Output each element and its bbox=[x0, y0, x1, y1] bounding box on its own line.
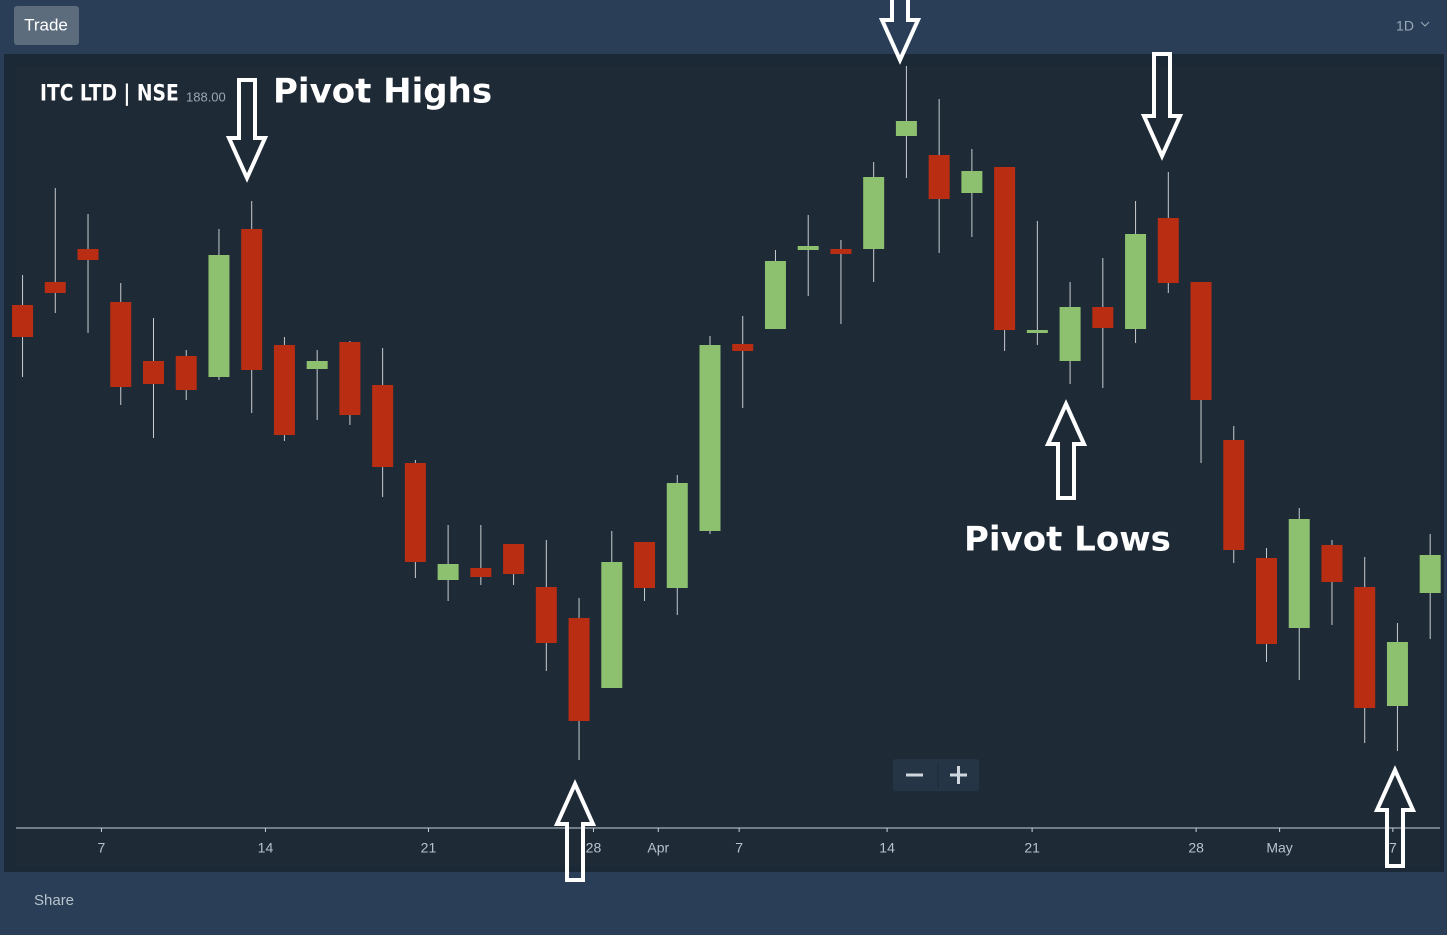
candle-body bbox=[306, 361, 328, 369]
candle-body bbox=[339, 342, 361, 415]
zoom-in[interactable] bbox=[950, 766, 967, 784]
candle-body bbox=[1026, 330, 1048, 333]
x-tick-label: 21 bbox=[421, 840, 437, 856]
candle-body bbox=[601, 562, 623, 688]
candle-body bbox=[830, 249, 852, 254]
candle-body bbox=[110, 302, 132, 387]
x-tick-label: 14 bbox=[879, 840, 895, 856]
interval-caret[interactable] bbox=[1420, 21, 1430, 27]
last-price: 188.00 bbox=[186, 89, 226, 104]
x-tick-label: 21 bbox=[1024, 840, 1040, 856]
candle-body bbox=[44, 282, 66, 293]
x-tick-label: 28 bbox=[1188, 840, 1204, 856]
candle-body bbox=[764, 261, 786, 329]
candle-body bbox=[175, 356, 197, 390]
x-tick-label: 7 bbox=[735, 840, 743, 856]
candle-body bbox=[961, 171, 983, 193]
x-tick-label: 7 bbox=[1389, 840, 1397, 856]
candle-body bbox=[1386, 642, 1408, 706]
x-tick-label: 28 bbox=[586, 840, 602, 856]
candle-body bbox=[77, 249, 99, 260]
plot-area bbox=[16, 66, 1440, 866]
candle-body bbox=[470, 568, 492, 577]
candle-body bbox=[895, 121, 917, 136]
candle-body bbox=[1059, 307, 1081, 361]
candle-body bbox=[634, 542, 656, 588]
x-tick-label: May bbox=[1266, 840, 1292, 856]
candle-body bbox=[1288, 519, 1310, 628]
chart-title: ITC LTD | NSE bbox=[40, 80, 179, 107]
candle-body bbox=[535, 587, 557, 643]
candle-body bbox=[208, 255, 230, 377]
candle-body bbox=[666, 483, 688, 588]
pivot-arrow bbox=[1044, 399, 1088, 500]
candle-body bbox=[372, 385, 394, 467]
x-tick-label: Apr bbox=[647, 840, 669, 856]
candle-body bbox=[1256, 558, 1278, 644]
trade-button[interactable] bbox=[14, 6, 79, 45]
arrows bbox=[225, 0, 1417, 882]
candle-body bbox=[273, 345, 295, 435]
pivot-arrow bbox=[878, 0, 922, 65]
annotation: Pivot Highs bbox=[273, 72, 492, 112]
annotation: Pivot Lows bbox=[964, 520, 1171, 560]
candle-body bbox=[1190, 282, 1212, 400]
x-tick-label: 7 bbox=[98, 840, 106, 856]
trade-button-label[interactable]: Trade bbox=[24, 15, 68, 34]
candle-body bbox=[928, 155, 950, 199]
x-tick-label: 14 bbox=[258, 840, 274, 856]
candle-body bbox=[994, 167, 1016, 330]
candle-body bbox=[1223, 440, 1245, 550]
candle-body bbox=[1125, 234, 1147, 329]
pivot-arrow bbox=[1373, 765, 1417, 868]
candle-body bbox=[732, 344, 754, 351]
candle-body bbox=[241, 229, 263, 370]
candles bbox=[12, 66, 1441, 760]
pivot-arrow bbox=[553, 779, 597, 882]
candle-body bbox=[142, 361, 164, 384]
candle-body bbox=[404, 463, 426, 562]
candle-body bbox=[1321, 545, 1343, 582]
share-link[interactable]: Share bbox=[34, 892, 74, 909]
candle-body bbox=[437, 564, 459, 580]
candle-body bbox=[699, 345, 721, 531]
candle-body bbox=[1419, 555, 1441, 593]
candle-body bbox=[12, 305, 34, 337]
interval-select[interactable]: 1D bbox=[1396, 18, 1414, 34]
candle-body bbox=[863, 177, 885, 249]
candle-body bbox=[797, 246, 819, 250]
candle-body bbox=[1354, 587, 1376, 708]
pivot-arrow bbox=[225, 78, 269, 183]
candle-body bbox=[503, 544, 525, 574]
candle-body bbox=[568, 618, 590, 721]
candle-body bbox=[1157, 218, 1179, 283]
pivot-arrow bbox=[1140, 52, 1184, 161]
candle-body bbox=[1092, 307, 1114, 328]
